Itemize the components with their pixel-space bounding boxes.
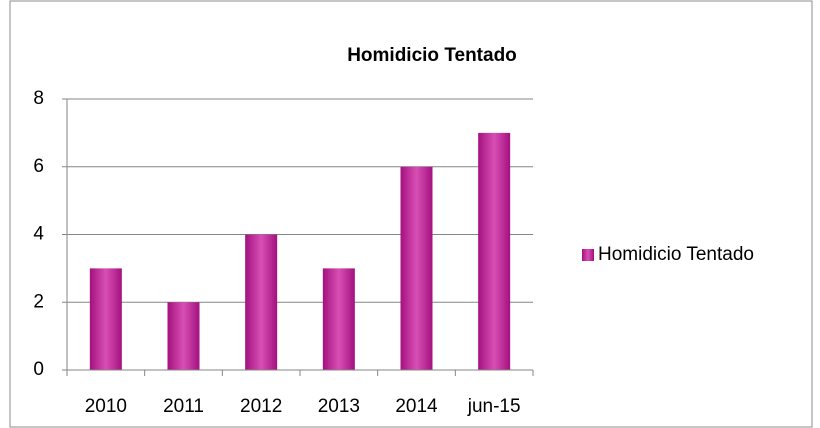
x-tick-label: 2014 (395, 396, 438, 417)
legend-swatch (582, 249, 594, 261)
x-tick-label: 2011 (163, 396, 204, 417)
y-tick-label: 2 (33, 291, 44, 312)
bar (400, 166, 433, 370)
y-tick-label: 0 (33, 359, 44, 380)
bar (245, 234, 278, 370)
x-tick-label: 2010 (85, 396, 127, 417)
bar (167, 302, 200, 370)
x-tick-label: 2013 (318, 396, 360, 417)
bar (89, 268, 122, 370)
chart-title: Homidicio Tentado (347, 45, 517, 66)
bar (322, 268, 355, 370)
x-tick-label: 2012 (240, 396, 282, 417)
y-tick-label: 8 (33, 88, 44, 109)
x-tick-label: jun-15 (467, 396, 521, 417)
legend-label: Homidicio Tentado (598, 244, 754, 265)
y-tick-label: 6 (33, 156, 44, 177)
bar (478, 132, 511, 370)
y-tick-label: 4 (33, 224, 44, 245)
